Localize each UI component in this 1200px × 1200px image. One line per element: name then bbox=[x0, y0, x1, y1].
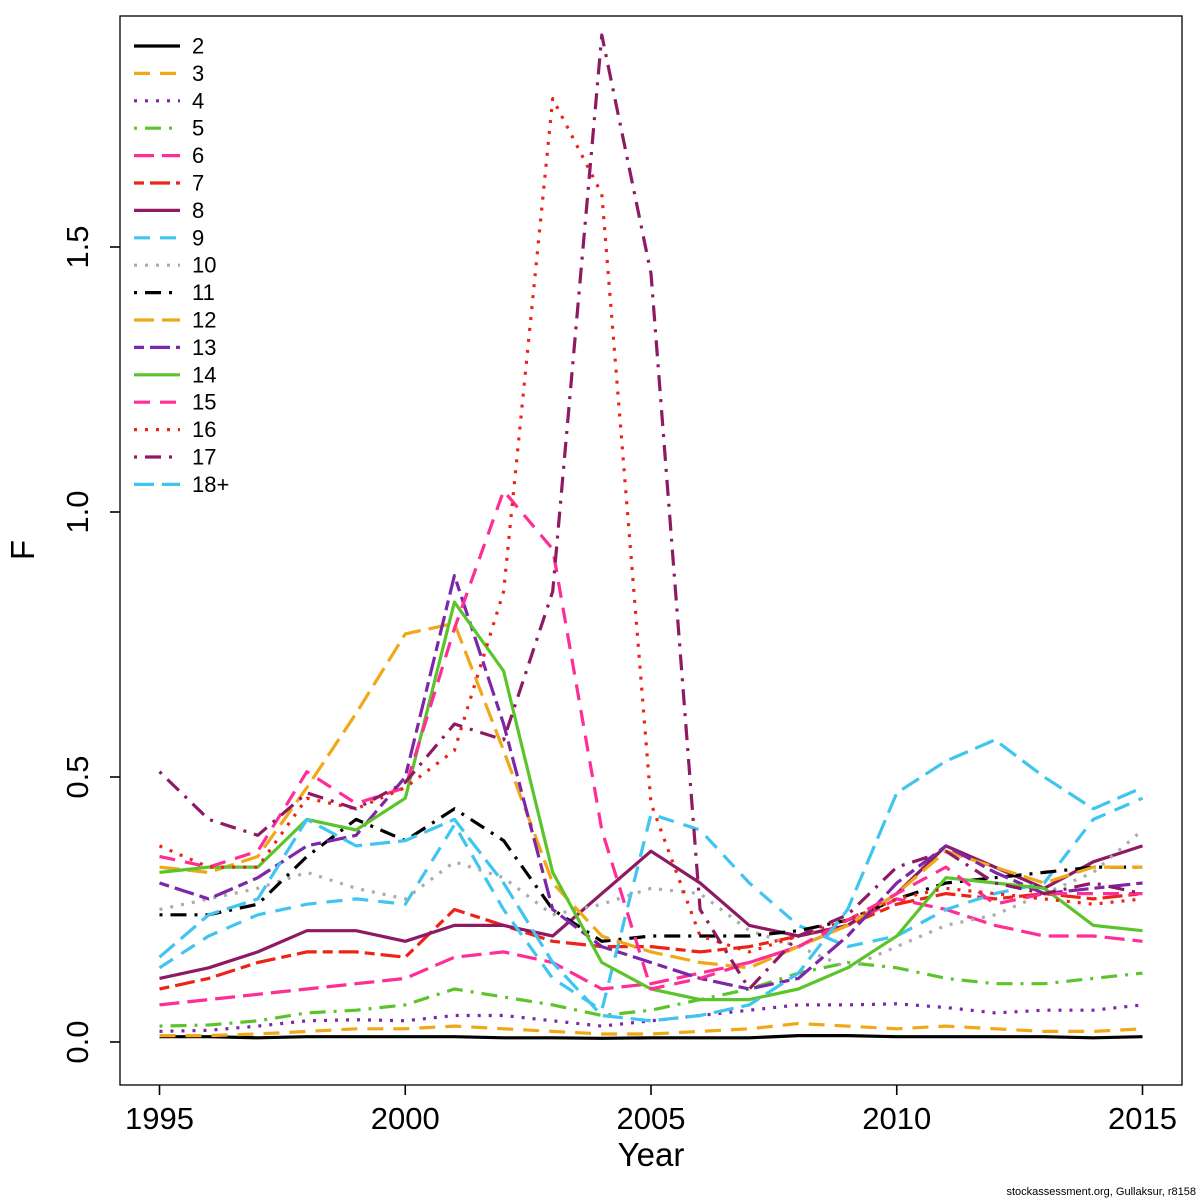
legend-item-label: 13 bbox=[192, 335, 216, 360]
legend-item-label: 18+ bbox=[192, 472, 229, 497]
x-axis-title: Year bbox=[618, 1136, 685, 1173]
x-tick-label: 2010 bbox=[862, 1101, 931, 1136]
legend-item-label: 16 bbox=[192, 417, 216, 442]
series-line-age-14 bbox=[159, 600, 1143, 1002]
y-tick-label: 0.0 bbox=[60, 1020, 95, 1063]
y-tick-label: 1.5 bbox=[60, 225, 95, 268]
legend-item-label: 14 bbox=[192, 362, 216, 387]
legend-item-label: 6 bbox=[192, 143, 204, 168]
series-line-age-7 bbox=[159, 891, 1143, 991]
y-tick-label: 1.0 bbox=[60, 490, 95, 533]
series-line-age-13 bbox=[159, 573, 1143, 991]
legend-item-label: 9 bbox=[192, 225, 204, 250]
legend-item-label: 8 bbox=[192, 198, 204, 223]
series-line-age-5 bbox=[159, 960, 1143, 1028]
x-tick-label: 1995 bbox=[125, 1101, 194, 1136]
series-line-age-3 bbox=[159, 1021, 1143, 1038]
series-line-age-17 bbox=[158, 33, 1143, 991]
legend-item-label: 7 bbox=[192, 171, 204, 196]
series-line-age-15 bbox=[159, 489, 1143, 991]
legend-item-label: 2 bbox=[192, 34, 204, 59]
legend-item-label: 17 bbox=[192, 445, 216, 470]
legend-item-label: 12 bbox=[192, 308, 216, 333]
series-line-age-18+ bbox=[158, 738, 1144, 1023]
y-axis-title: F bbox=[4, 540, 41, 560]
series-line-age-6 bbox=[159, 897, 1143, 1007]
series-line-age-9 bbox=[158, 796, 1144, 1012]
legend-item-label: 15 bbox=[192, 390, 216, 415]
x-tick-label: 2015 bbox=[1108, 1101, 1177, 1136]
legend-item-label: 4 bbox=[192, 88, 204, 113]
y-tick-label: 0.5 bbox=[60, 755, 95, 798]
legend-item-label: 5 bbox=[192, 116, 204, 141]
series-line-age-2 bbox=[159, 1033, 1143, 1040]
x-tick-label: 2005 bbox=[617, 1101, 686, 1136]
watermark-text: stockassessment.org, Gullaksur, r8158 bbox=[1006, 1186, 1196, 1198]
plot-area: 1995 2000 2005 2010 2015 0.0 0.5 1.0 1.5 234 56 789… bbox=[60, 15, 1183, 1136]
x-tick-label: 2000 bbox=[371, 1101, 440, 1136]
plot-box bbox=[119, 15, 1183, 1086]
series-line-age-11 bbox=[159, 807, 1143, 943]
series-line-age-10 bbox=[159, 828, 1144, 970]
series-line-age-8 bbox=[159, 844, 1143, 980]
series-line-age-16 bbox=[158, 96, 1143, 954]
legend-item-label: 3 bbox=[192, 61, 204, 86]
legend-item-label: 11 bbox=[192, 280, 215, 305]
legend-item-label: 10 bbox=[192, 253, 216, 278]
